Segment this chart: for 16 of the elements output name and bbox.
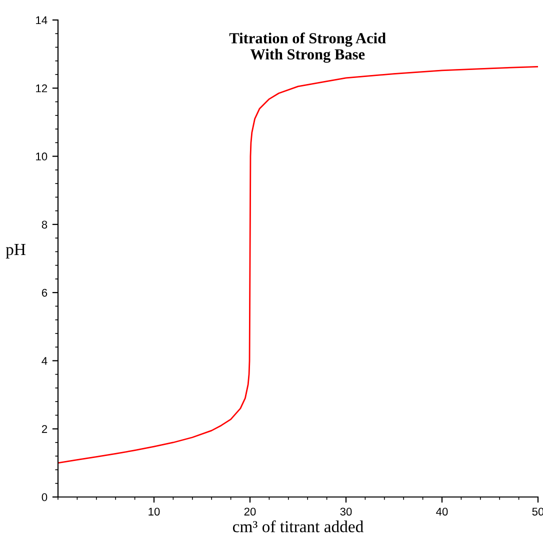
text: Titration of Strong Acid With Strong Base [229,32,386,63]
x-tick-label: 10 [148,508,160,516]
y-tick-label: 14 [36,16,48,24]
x-tick-label: 20 [244,508,256,516]
x-axis-title: cm³ of titrant added [232,520,364,532]
y-tick-label: 4 [42,357,48,365]
x-tick-label: 40 [436,508,448,516]
y-tick-label: 0 [42,493,48,502]
y-tick-label: 6 [42,288,48,297]
y-tick-label: 8 [42,220,48,229]
x-tick-label: 30 [340,508,352,516]
y-tick-label: 10 [36,152,48,160]
y-axis-title: pH [6,244,26,258]
y-tick-label: 12 [36,84,48,92]
y-tick-label: 2 [42,425,48,433]
line-series [58,66,538,464]
